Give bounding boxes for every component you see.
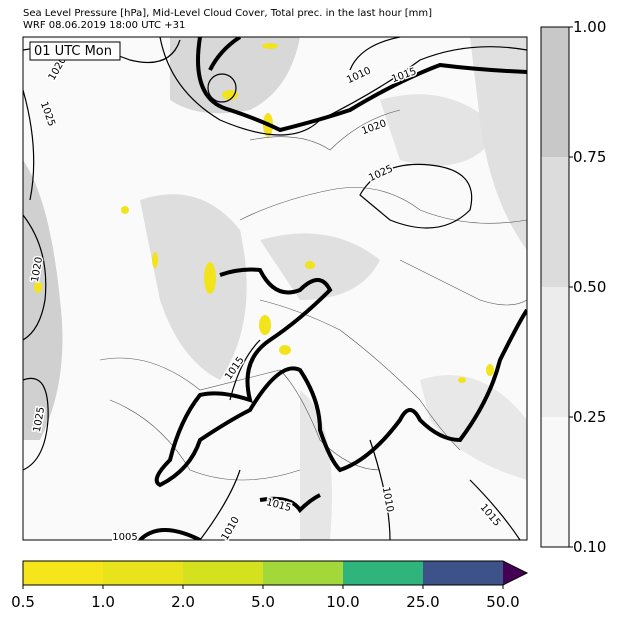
contour-label: 1005 [112, 532, 137, 543]
tick-label: 0.25 [573, 408, 606, 426]
cloud-colorbar: 1.00 0.75 0.50 0.25 0.10 [540, 18, 606, 556]
subtitle: WRF 08.06.2019 18:00 UTC +31 [23, 20, 185, 31]
tick-label: 0.50 [573, 278, 606, 296]
tick-label: 1.0 [91, 593, 115, 611]
tick-label: 0.5 [11, 593, 35, 611]
tick-label: 25.0 [406, 593, 439, 611]
time-box [29, 41, 121, 61]
time-label: 01 UTC Mon [34, 44, 112, 59]
tick-label: 10.0 [326, 593, 359, 611]
precip-colorbar: 0.5 1.0 2.0 5.0 10.0 25.0 50.0 [11, 560, 529, 611]
title: Sea Level Pressure [hPa], Mid-Level Clou… [23, 8, 432, 19]
tick-label: 5.0 [251, 593, 275, 611]
tick-label: 50.0 [486, 593, 519, 611]
tick-label: 2.0 [171, 593, 195, 611]
tick-label: 0.10 [573, 538, 606, 556]
tick-label: 0.75 [573, 148, 606, 166]
tick-label: 1.00 [573, 18, 606, 36]
